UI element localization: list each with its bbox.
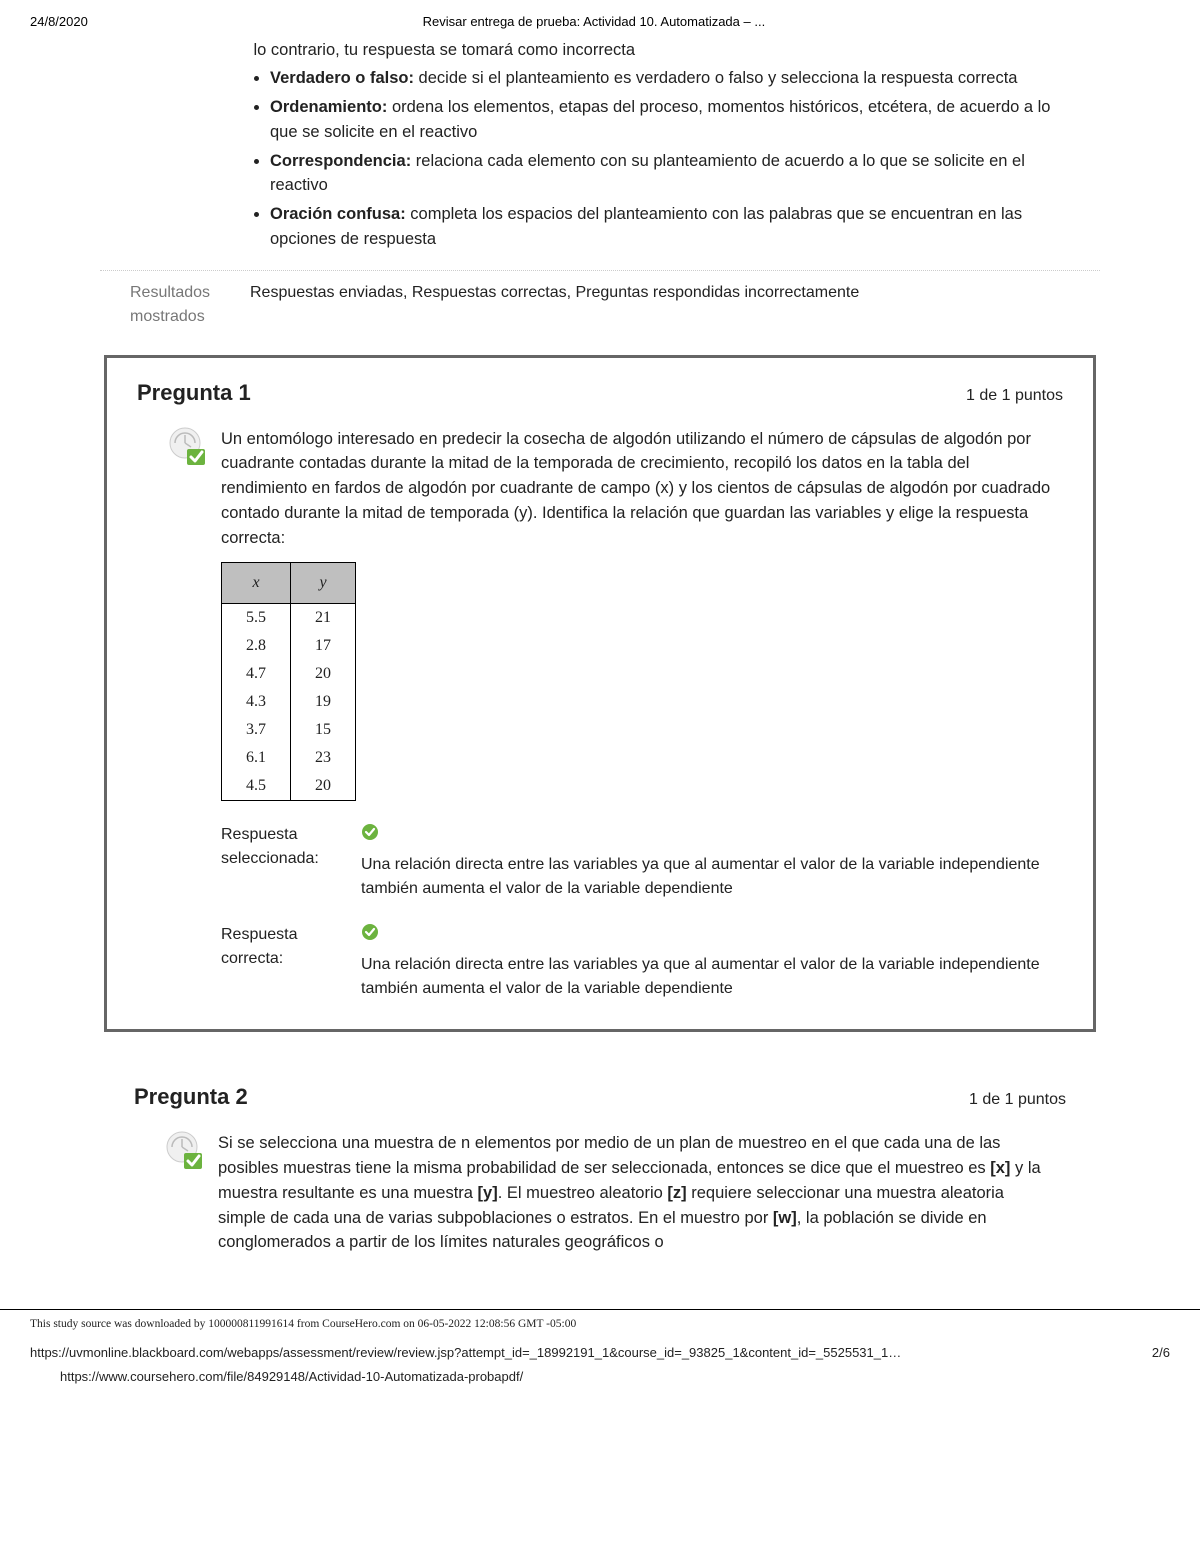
- table-cell: 23: [291, 744, 356, 772]
- question-status-icon: [167, 427, 211, 475]
- instructions-block: lo contrario, tu respuesta se tomará com…: [100, 36, 1100, 254]
- table-cell: 17: [291, 632, 356, 660]
- table-cell: 6.1: [222, 744, 291, 772]
- question-status-icon: [164, 1131, 208, 1179]
- download-footer: This study source was downloaded by 1000…: [0, 1309, 1200, 1333]
- results-value: Respuestas enviadas, Respuestas correcta…: [250, 281, 1070, 329]
- question-text: Si se selecciona una muestra de n elemen…: [218, 1131, 1056, 1255]
- table-row: 6.123: [222, 744, 356, 772]
- question-title: Pregunta 2: [134, 1080, 248, 1113]
- table-row: 4.520: [222, 772, 356, 801]
- results-shown-row: Resultados mostrados Respuestas enviadas…: [100, 270, 1100, 341]
- correct-answer-label: Respuesta correcta:: [221, 923, 351, 1001]
- table-row: 4.319: [222, 688, 356, 716]
- table-cell: 19: [291, 688, 356, 716]
- print-date: 24/8/2020: [30, 12, 88, 32]
- table-cell: 4.3: [222, 688, 291, 716]
- print-title: Revisar entrega de prueba: Actividad 10.…: [88, 12, 1100, 32]
- check-icon: [361, 823, 379, 849]
- data-table: x y 5.5212.8174.7204.3193.7156.1234.520: [221, 562, 356, 801]
- footer-url2: https://www.coursehero.com/file/84929148…: [0, 1365, 1200, 1407]
- check-icon: [361, 923, 379, 949]
- results-label: Resultados mostrados: [130, 281, 230, 329]
- table-row: 3.715: [222, 716, 356, 744]
- question-points: 1 de 1 puntos: [969, 1088, 1066, 1112]
- table-row: 4.720: [222, 660, 356, 688]
- table-cell: 3.7: [222, 716, 291, 744]
- table-cell: 20: [291, 772, 356, 801]
- table-cell: 5.5: [222, 604, 291, 633]
- table-row: 2.817: [222, 632, 356, 660]
- table-cell: 20: [291, 660, 356, 688]
- table-header-x: x: [222, 563, 291, 604]
- table-header-y: y: [291, 563, 356, 604]
- question-1-block: Pregunta 1 1 de 1 puntos Un entomólogo i…: [104, 355, 1096, 1033]
- instruction-item: lo contrario, tu respuesta se tomará com…: [254, 36, 1101, 65]
- instruction-item: Verdadero o falso: decide si el planteam…: [270, 64, 1100, 93]
- table-cell: 21: [291, 604, 356, 633]
- instruction-item: Oración confusa: completa los espacios d…: [270, 200, 1100, 254]
- instructions-list: lo contrario, tu respuesta se tomará com…: [100, 36, 1100, 254]
- question-points: 1 de 1 puntos: [966, 384, 1063, 408]
- question-2-block: Pregunta 2 1 de 1 puntos Si se seleccion…: [104, 1062, 1096, 1295]
- print-header: 24/8/2020 Revisar entrega de prueba: Act…: [0, 0, 1200, 36]
- selected-answer-value: Una relación directa entre las variables…: [361, 823, 1053, 901]
- instruction-item: Ordenamiento: ordena los elementos, etap…: [270, 93, 1100, 147]
- question-title: Pregunta 1: [137, 376, 251, 409]
- table-cell: 4.7: [222, 660, 291, 688]
- footer-page: 2/6: [1152, 1343, 1170, 1363]
- instruction-item: Correspondencia: relaciona cada elemento…: [270, 147, 1100, 201]
- table-cell: 15: [291, 716, 356, 744]
- table-cell: 4.5: [222, 772, 291, 801]
- question-text: Un entomólogo interesado en predecir la …: [221, 427, 1053, 551]
- footer-url: https://uvmonline.blackboard.com/webapps…: [30, 1343, 901, 1363]
- table-cell: 2.8: [222, 632, 291, 660]
- correct-answer-value: Una relación directa entre las variables…: [361, 923, 1053, 1001]
- table-row: 5.521: [222, 604, 356, 633]
- selected-answer-label: Respuesta seleccionada:: [221, 823, 351, 901]
